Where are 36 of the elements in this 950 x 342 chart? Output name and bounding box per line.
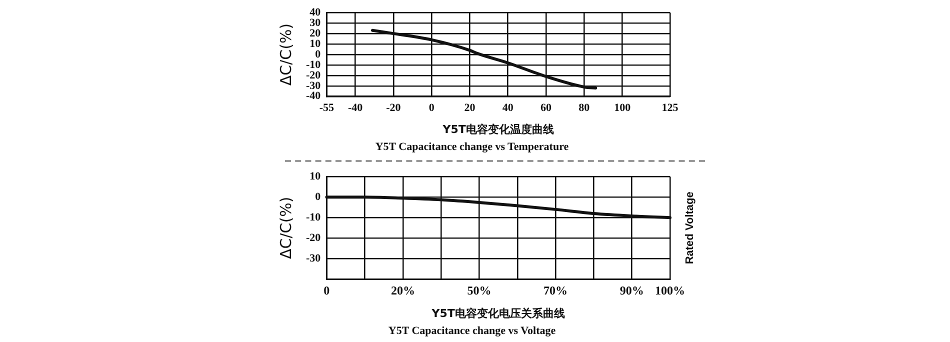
x-tick-label: 0: [428, 102, 435, 114]
y-axis-title: ΔC/C(%): [276, 196, 295, 260]
y-tick-label: -10: [306, 58, 322, 71]
x-tick-label: 90%: [620, 283, 644, 298]
x-tick-label: -20: [386, 102, 402, 114]
y-axis-title: ΔC/C(%): [276, 23, 295, 86]
text: Y5T Capacitance change vs Voltage: [388, 325, 556, 338]
x-tick-label: 80: [578, 102, 590, 114]
y-tick-label: -20: [306, 232, 322, 244]
y-tick-label: -10: [306, 211, 322, 224]
x-tick-label: 20: [464, 102, 476, 114]
x-tick-label: 40: [502, 102, 514, 114]
y-tick-label: 0: [315, 48, 322, 60]
x-tick-label: 125: [662, 102, 679, 114]
x-tick-label: -55: [319, 102, 334, 114]
y-tick-label: -30: [306, 252, 322, 265]
y-tick-label: 0: [315, 190, 322, 203]
y-tick-label: 10: [310, 38, 322, 50]
y-tick-label: -20: [306, 69, 322, 82]
x-tick-label: 60: [540, 102, 552, 114]
text: Y5T Capacitance change vs Temperature: [375, 141, 569, 154]
x-tick-label: 20%: [390, 283, 415, 298]
x-tick-label: 50%: [467, 283, 492, 298]
y-tick-label: 20: [310, 27, 322, 40]
x-tick-label: 70%: [544, 283, 568, 298]
x-tick-label: 100: [614, 102, 632, 114]
x-axis-title: Y5T电容变化电压关系曲线: [430, 307, 565, 320]
x-tick-label: 100%: [655, 283, 685, 298]
y-tick-label: 10: [310, 170, 322, 182]
x-axis-title: Y5T电容变化温度曲线: [442, 123, 554, 136]
x-tick-label: -40: [348, 102, 364, 114]
text: Rated Voltage: [684, 192, 696, 264]
y-tick-label: -30: [306, 80, 322, 92]
y-tick-label: 40: [310, 6, 322, 18]
y-tick-label: 30: [310, 16, 322, 29]
y-tick-label: -40: [306, 90, 322, 102]
